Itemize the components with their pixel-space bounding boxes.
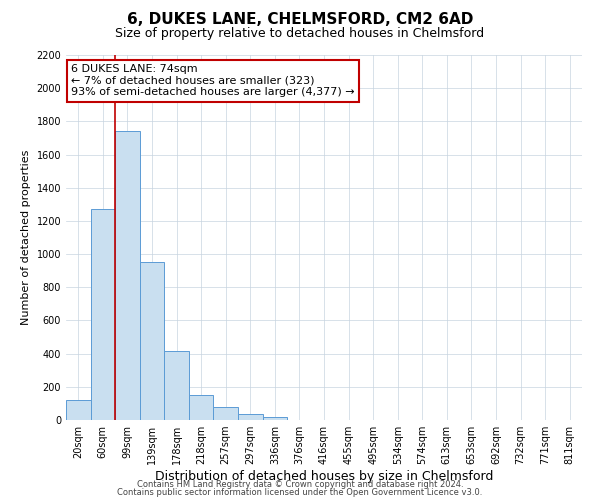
Bar <box>214 406 238 420</box>
Text: 6, DUKES LANE, CHELMSFORD, CM2 6AD: 6, DUKES LANE, CHELMSFORD, CM2 6AD <box>127 12 473 28</box>
Bar <box>140 262 164 420</box>
Bar <box>164 351 189 420</box>
Text: Contains HM Land Registry data © Crown copyright and database right 2024.: Contains HM Land Registry data © Crown c… <box>137 480 463 489</box>
Bar <box>263 416 287 420</box>
Y-axis label: Number of detached properties: Number of detached properties <box>21 150 31 325</box>
X-axis label: Distribution of detached houses by size in Chelmsford: Distribution of detached houses by size … <box>155 470 493 483</box>
Bar <box>91 210 115 420</box>
Bar <box>115 132 140 420</box>
Text: 6 DUKES LANE: 74sqm
← 7% of detached houses are smaller (323)
93% of semi-detach: 6 DUKES LANE: 74sqm ← 7% of detached hou… <box>71 64 355 98</box>
Bar <box>238 414 263 420</box>
Bar <box>66 400 91 420</box>
Bar <box>189 395 214 420</box>
Text: Size of property relative to detached houses in Chelmsford: Size of property relative to detached ho… <box>115 28 485 40</box>
Text: Contains public sector information licensed under the Open Government Licence v3: Contains public sector information licen… <box>118 488 482 497</box>
